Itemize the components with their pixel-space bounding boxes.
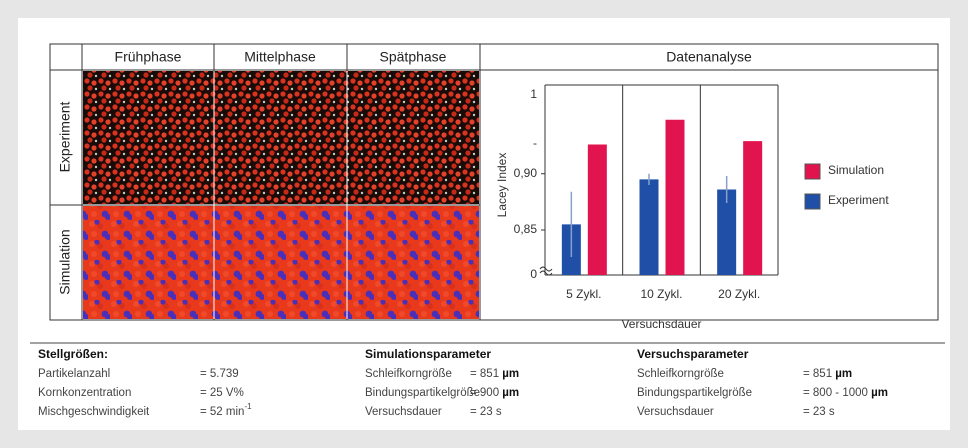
x-axis-label: Versuchsdauer [621, 317, 701, 331]
x-tick-label: 20 Zykl. [718, 287, 760, 301]
column-header: Datenanalyse [666, 49, 752, 65]
parameter-value: = 900 µm [470, 387, 519, 399]
parameter-value: = 23 s [803, 406, 835, 418]
table [49, 43, 939, 321]
value: = 900 [470, 387, 502, 399]
row-header: Experiment [57, 101, 73, 172]
y-tick-label: 0,85 [514, 222, 538, 236]
unit: µm [835, 368, 852, 380]
parameter-value: = 851 µm [803, 368, 852, 380]
parameter-name: Bindungspartikelgröße [365, 387, 480, 399]
parameter-value: = 800 - 1000 µm [803, 387, 888, 399]
parameter-value: = 25 V% [200, 387, 244, 399]
x-tick-label: 10 Zykl. [640, 287, 682, 301]
parameter-name: Schleifkorngröße [365, 368, 452, 380]
y-axis-label: Lacey Index [495, 153, 509, 218]
bar [587, 144, 607, 275]
unit: µm [871, 387, 888, 399]
value: = 851 [470, 368, 502, 380]
column-header: Mittelphase [244, 49, 316, 65]
parameter-name: Kornkonzentration [38, 387, 131, 399]
value: = 52 min [200, 406, 244, 418]
parameter-name: Versuchsdauer [637, 406, 714, 418]
parameter-name: Partikelanzahl [38, 368, 110, 380]
column-header: Spätphase [380, 49, 447, 65]
value: = 5.739 [200, 368, 239, 380]
parameter-title: Versuchsparameter [637, 347, 749, 361]
parameter-title: Simulationsparameter [365, 347, 491, 361]
axis-break-label: 1 [530, 87, 537, 101]
column-header: Frühphase [115, 49, 182, 65]
parameter-name: Mischgeschwindigkeit [38, 406, 150, 418]
bar [665, 119, 685, 275]
parameter-value: = 851 µm [470, 368, 519, 380]
bar [743, 141, 763, 275]
legend-label: Simulation [828, 163, 884, 177]
parameter-value: = 23 s [470, 406, 502, 418]
unit: µm [502, 368, 519, 380]
value: = 25 V% [200, 387, 244, 399]
superscript: -1 [244, 402, 252, 411]
axis-break-label: 0 [530, 267, 537, 281]
x-tick-label: 5 Zykl. [566, 287, 601, 301]
axis-break [539, 266, 553, 276]
experiment-images [83, 71, 479, 204]
value: = 23 s [803, 406, 835, 418]
value: = 851 [803, 368, 835, 380]
bar [639, 179, 659, 275]
parameter-title: Stellgrößen: [38, 347, 108, 361]
y-tick-label: 0,90 [514, 166, 538, 180]
parameter-value: = 5.739 [200, 368, 239, 380]
bar [717, 189, 737, 275]
value: = 800 - 1000 [803, 387, 871, 399]
axis-break-label: - [533, 136, 537, 150]
simulation-images [83, 206, 479, 319]
parameter-name: Schleifkorngröße [637, 368, 724, 380]
parameter-name: Bindungspartikelgröße [637, 387, 752, 399]
legend-label: Experiment [828, 193, 889, 207]
unit: µm [502, 387, 519, 399]
value: = 23 s [470, 406, 502, 418]
row-header: Simulation [57, 229, 73, 294]
parameter-value: = 52 min-1 [200, 402, 252, 418]
legend-swatch [804, 163, 821, 180]
parameter-name: Versuchsdauer [365, 406, 442, 418]
legend-swatch [804, 193, 821, 210]
